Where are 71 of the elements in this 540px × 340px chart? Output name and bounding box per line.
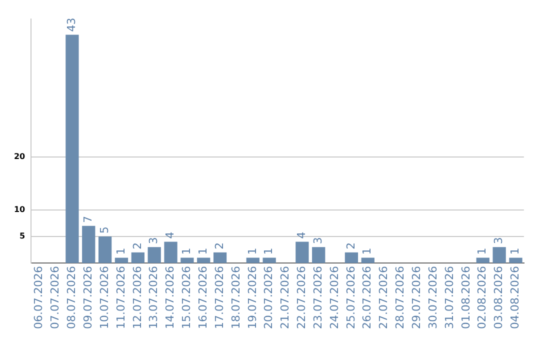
bar: [262, 258, 276, 264]
data-label: 1: [508, 248, 522, 255]
data-label: 4: [164, 232, 177, 239]
x-tick-label: 23.07.2026: [311, 266, 324, 330]
x-tick-label: 12.07.2026: [130, 266, 144, 330]
data-label: 2: [130, 242, 144, 250]
bar: [98, 236, 112, 264]
bar: [361, 258, 374, 264]
data-label: 1: [360, 248, 374, 255]
x-tick-label: 28.07.2026: [394, 266, 407, 330]
x-tick-label: 03.08.2026: [492, 266, 506, 330]
bar: [82, 226, 96, 264]
x-tick-label: 17.07.2026: [212, 266, 226, 330]
x-tick-label: 30.07.2026: [426, 266, 440, 330]
data-label: 1: [262, 248, 276, 255]
bar: [246, 258, 260, 264]
x-tick-label: 09.07.2026: [81, 266, 94, 330]
x-tick-label: 02.08.2026: [476, 266, 489, 330]
bar: [344, 252, 358, 264]
data-label: 3: [311, 237, 324, 244]
data-label: 2: [344, 242, 358, 250]
x-tick-label: 10.07.2026: [98, 266, 111, 330]
x-tick-label: 16.07.2026: [196, 266, 210, 330]
data-label: 2: [212, 242, 226, 250]
data-label: 4: [295, 232, 308, 239]
data-label: 1: [476, 248, 489, 255]
x-tick-label: 01.08.2026: [459, 266, 472, 330]
bar: [148, 247, 161, 264]
data-label: 3: [492, 237, 506, 244]
x-tick-label: 07.07.2026: [48, 266, 62, 330]
x-tick-label: 15.07.2026: [180, 266, 194, 330]
bar: [131, 252, 144, 264]
data-label: 1: [114, 248, 128, 255]
x-tick-label: 29.07.2026: [410, 266, 424, 330]
data-label: 7: [81, 216, 94, 223]
x-tick-label: 18.07.2026: [229, 266, 242, 330]
x-tick-label: 04.08.2026: [508, 266, 522, 330]
x-tick-label: 14.07.2026: [164, 266, 177, 330]
y-tick-label: 5: [20, 232, 26, 241]
x-tick-label: 06.07.2026: [32, 266, 46, 330]
bar: [509, 258, 522, 264]
bar: [66, 34, 79, 264]
y-tick-label: 20: [14, 152, 26, 161]
bar: [114, 258, 128, 264]
x-tick-label: 25.07.2026: [344, 266, 358, 330]
data-label: 1: [196, 248, 210, 255]
data-label: 3: [147, 237, 160, 244]
data-label: 1: [180, 248, 194, 255]
x-tick-label: 20.07.2026: [262, 266, 276, 330]
bar: [180, 258, 194, 264]
data-label: 5: [98, 226, 111, 234]
x-tick-label: 21.07.2026: [278, 266, 292, 330]
x-tick-label: 08.07.2026: [65, 266, 78, 330]
data-label: 43: [65, 18, 78, 32]
x-tick-label: 11.07.2026: [114, 266, 128, 330]
bar: [164, 242, 178, 264]
x-tick-label: 24.07.2026: [328, 266, 341, 330]
x-tick-label: 27.07.2026: [377, 266, 390, 330]
bar: [476, 258, 490, 264]
bar: [492, 247, 506, 264]
bar: [312, 247, 326, 264]
x-tick-label: 13.07.2026: [147, 266, 160, 330]
x-tick-label: 19.07.2026: [246, 266, 259, 330]
x-tick-label: 26.07.2026: [360, 266, 374, 330]
bar: [296, 242, 309, 264]
y-tick-label: 10: [14, 205, 26, 214]
x-tick-label: 31.07.2026: [442, 266, 456, 330]
bar: [197, 258, 210, 264]
bar: [213, 252, 227, 264]
data-label: 1: [246, 248, 259, 255]
x-tick-label: 22.07.2026: [295, 266, 308, 330]
